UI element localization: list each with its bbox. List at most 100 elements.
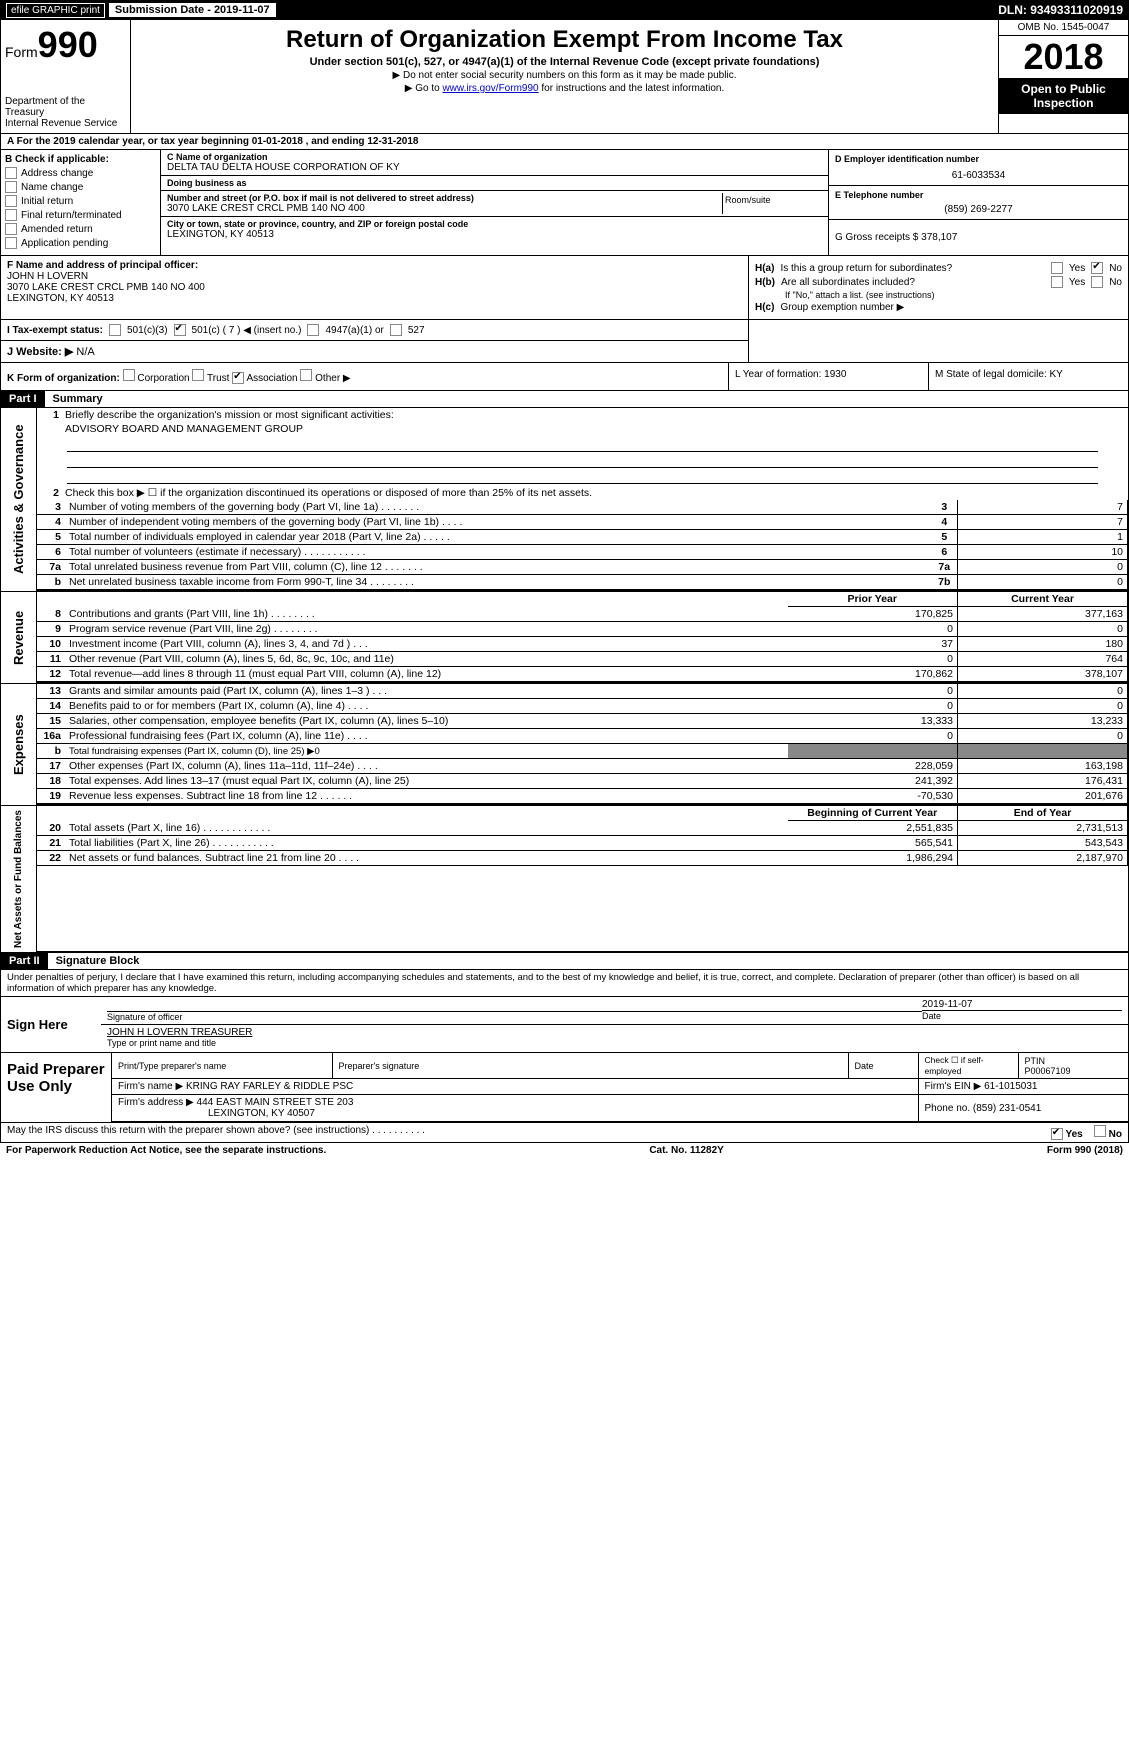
line7b-val: 0 [958,575,1128,590]
line22-cy: 2,187,970 [958,851,1128,866]
irs-link[interactable]: www.irs.gov/Form990 [442,83,538,94]
summary-governance: Activities & Governance 1Briefly describ… [0,408,1129,592]
chk-ha-yes[interactable] [1051,262,1063,274]
eoy-hdr: End of Year [958,806,1128,821]
firm-name: KRING RAY FARLEY & RIDDLE PSC [186,1081,353,1092]
line10-cy: 180 [958,637,1128,652]
side-expenses: Expenses [1,684,37,805]
line8-cy: 377,163 [958,607,1128,622]
form-title: Return of Organization Exempt From Incom… [135,26,994,54]
chk-address-change[interactable] [5,167,17,179]
form-ref: Form 990 (2018) [1047,1145,1123,1156]
firm-addr-label: Firm's address ▶ [118,1097,194,1108]
open-public: Open to Public Inspection [999,78,1128,114]
line20-text: Total assets (Part X, line 16) . . . . .… [65,821,788,836]
chk-corp[interactable] [123,369,135,381]
prep-sig-hdr: Preparer's signature [332,1053,848,1079]
chk-501c[interactable] [174,324,186,336]
chk-amended[interactable] [5,223,17,235]
line2-text: Check this box ▶ ☐ if the organization d… [65,487,1124,499]
block-ij: I Tax-exempt status: 501(c)(3) 501(c) ( … [0,320,1129,363]
line16a-py: 0 [788,729,958,744]
section-m: M State of legal domicile: KY [928,363,1128,390]
line13-text: Grants and similar amounts paid (Part IX… [65,684,788,699]
dba-label: Doing business as [167,178,822,188]
section-k: K Form of organization: Corporation Trus… [1,363,728,390]
block-bcd: B Check if applicable: Address change Na… [0,150,1129,256]
discuss-text: May the IRS discuss this return with the… [7,1125,425,1140]
line16b-text: Total fundraising expenses (Part IX, col… [65,744,788,759]
line14-cy: 0 [958,699,1128,714]
chk-4947[interactable] [307,324,319,336]
chk-other[interactable] [300,369,312,381]
line14-py: 0 [788,699,958,714]
line17-text: Other expenses (Part IX, column (A), lin… [65,759,788,774]
sig-officer-label: Signature of officer [107,1011,922,1022]
officer-print-name: JOHN H LOVERN TREASURER [107,1027,252,1038]
paid-preparer-block: Paid Preparer Use Only Print/Type prepar… [0,1053,1129,1123]
gross-receipts: G Gross receipts $ 378,107 [835,232,1122,243]
sign-here-block: Sign Here Signature of officer 2019-11-0… [0,997,1129,1053]
line18-py: 241,392 [788,774,958,789]
form-header: Form990 Department of the Treasury Inter… [0,20,1129,134]
city-value: LEXINGTON, KY 40513 [167,229,822,240]
chk-initial-return[interactable] [5,195,17,207]
irs-label: Internal Revenue Service [5,118,126,129]
ha-text: Is this a group return for subordinates? [780,263,1044,274]
firm-ein: 61-1015031 [984,1081,1037,1092]
line16a-cy: 0 [958,729,1128,744]
goto-note: ▶ Go to www.irs.gov/Form990 for instruct… [135,83,994,94]
chk-name-change[interactable] [5,181,17,193]
chk-hb-no[interactable] [1091,276,1103,288]
hb-text: Are all subordinates included? [781,277,1045,288]
pra-notice: For Paperwork Reduction Act Notice, see … [6,1145,326,1156]
line11-cy: 764 [958,652,1128,667]
chk-pending[interactable] [5,237,17,249]
line19-py: -70,530 [788,789,958,804]
officer-name: JOHN H LOVERN [7,271,742,282]
summary-revenue: Revenue Prior YearCurrent Year 8Contribu… [0,592,1129,684]
line16b-py-shade [788,744,958,759]
chk-discuss-no[interactable] [1094,1125,1106,1137]
officer-addr1: 3070 LAKE CREST CRCL PMB 140 NO 400 [7,282,742,293]
tax-year: 2018 [999,36,1128,78]
chk-527[interactable] [390,324,402,336]
hc-text: Group exemption number ▶ [780,302,904,313]
chk-hb-yes[interactable] [1051,276,1063,288]
chk-501c3[interactable] [109,324,121,336]
line12-text: Total revenue—add lines 8 through 11 (mu… [65,667,788,682]
city-label: City or town, state or province, country… [167,219,822,229]
line17-py: 228,059 [788,759,958,774]
tel-value: (859) 269-2277 [835,204,1122,215]
line21-cy: 543,543 [958,836,1128,851]
line7a-text: Total unrelated business revenue from Pa… [65,560,932,575]
firm-ein-label: Firm's EIN ▶ [925,1081,982,1092]
sig-date-label: Date [922,1010,1122,1021]
line5-text: Total number of individuals employed in … [65,530,932,545]
prep-ptin-cell: PTIN P00067109 [1018,1053,1128,1079]
line9-text: Program service revenue (Part VIII, line… [65,622,788,637]
part2-header: Part II Signature Block [0,953,1129,970]
dept-treasury: Department of the Treasury [5,96,126,118]
tel-label: E Telephone number [835,190,1122,200]
chk-assoc[interactable] [232,372,244,384]
chk-final-return[interactable] [5,209,17,221]
discuss-row: May the IRS discuss this return with the… [0,1123,1129,1143]
line5-val: 1 [958,530,1128,545]
line7a-val: 0 [958,560,1128,575]
chk-discuss-yes[interactable] [1051,1128,1063,1140]
side-netassets: Net Assets or Fund Balances [1,806,37,952]
sig-date: 2019-11-07 [922,999,1122,1010]
line21-py: 565,541 [788,836,958,851]
side-governance: Activities & Governance [1,408,37,591]
officer-addr2: LEXINGTON, KY 40513 [7,293,742,304]
chk-trust[interactable] [192,369,204,381]
line11-py: 0 [788,652,958,667]
page-footer: For Paperwork Reduction Act Notice, see … [0,1143,1129,1158]
line9-cy: 0 [958,622,1128,637]
chk-ha-no[interactable] [1091,262,1103,274]
prep-name-hdr: Print/Type preparer's name [112,1053,332,1079]
line3-text: Number of voting members of the governin… [65,500,932,515]
line16a-text: Professional fundraising fees (Part IX, … [65,729,788,744]
line14-text: Benefits paid to or for members (Part IX… [65,699,788,714]
